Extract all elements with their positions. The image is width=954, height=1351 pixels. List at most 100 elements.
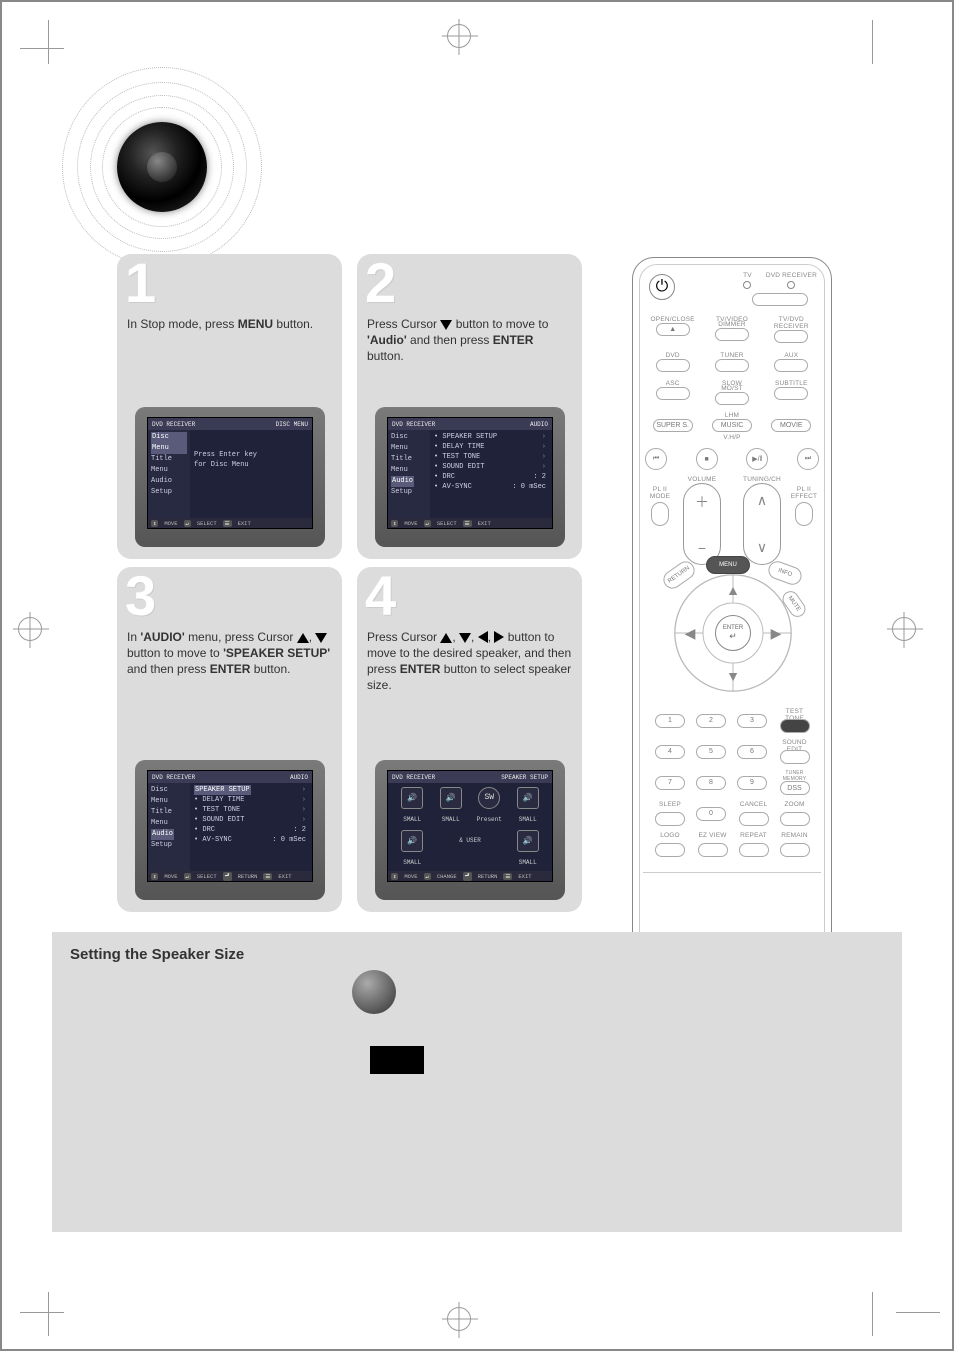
- down-arrow-icon: [459, 633, 471, 643]
- up-arrow-icon: [297, 633, 309, 643]
- step-text: In Stop mode, press MENU button.: [127, 316, 332, 332]
- crop-mark: [48, 1292, 49, 1336]
- num-1[interactable]: 1: [655, 714, 685, 728]
- led-icon: [787, 281, 795, 289]
- ezview-button[interactable]: [698, 843, 728, 857]
- zoom-button[interactable]: [780, 812, 810, 826]
- music-button[interactable]: MUSIC: [712, 419, 752, 432]
- tuner-button[interactable]: [715, 359, 749, 372]
- registration-mark-left: [18, 617, 42, 641]
- registration-mark-right: [892, 617, 916, 641]
- tuning-rocker[interactable]: ∧∨: [743, 483, 781, 565]
- step-number: 2: [365, 250, 393, 315]
- osd-screenshot-4: DVD RECEIVER SPEAKER SETUP 🔊🔊SW🔊 SMALL S…: [375, 760, 565, 900]
- led-icon: [743, 281, 751, 289]
- osd-screenshot-3: DVD RECEIVER AUDIO Disc Menu Title Menu …: [135, 760, 325, 900]
- led-label-dvd: DVD RECEIVER: [766, 272, 817, 279]
- sound-edit-button[interactable]: [780, 750, 810, 764]
- tuner-memory-button[interactable]: DSS: [780, 781, 810, 795]
- up-arrow-icon: [440, 633, 452, 643]
- step-text: Press Cursor button to move to 'Audio' a…: [367, 316, 572, 364]
- step-number: 4: [365, 563, 393, 628]
- step-panel-1: 1 In Stop mode, press MENU button. DVD R…: [117, 254, 342, 559]
- step-panel-3: 3 In 'AUDIO' menu, press Cursor , button…: [117, 567, 342, 912]
- num-6[interactable]: 6: [737, 745, 767, 759]
- page-root: 1 In Stop mode, press MENU button. DVD R…: [0, 0, 954, 1351]
- dvd-button[interactable]: [656, 359, 690, 372]
- num-2[interactable]: 2: [696, 714, 726, 728]
- speaker-grid: 🔊🔊SW🔊 SMALL SMALL Present SMALL 🔊 & USER…: [394, 785, 546, 869]
- power-button[interactable]: ⏻: [649, 274, 675, 300]
- aux-button[interactable]: [774, 359, 808, 372]
- dpad-up[interactable]: ▲: [721, 578, 745, 602]
- num-8[interactable]: 8: [696, 776, 726, 790]
- test-tone-button[interactable]: [780, 719, 810, 733]
- repeat-button[interactable]: [739, 843, 769, 857]
- osd-brand: DVD RECEIVER: [152, 421, 195, 428]
- num-0[interactable]: 0: [696, 807, 726, 821]
- down-arrow-icon: [440, 320, 452, 330]
- crop-mark: [872, 1292, 873, 1336]
- subwoofer-icon: [352, 970, 396, 1014]
- step-number: 1: [125, 250, 153, 315]
- stop-button[interactable]: ■: [696, 448, 718, 470]
- enter-button[interactable]: ENTER ↵: [715, 615, 751, 651]
- slow-most-button[interactable]: [715, 392, 749, 405]
- tvdvd-receiver-button[interactable]: [774, 330, 808, 343]
- open-close-button[interactable]: ▲: [656, 323, 690, 336]
- crop-mark: [896, 1312, 940, 1313]
- crop-mark: [48, 20, 49, 64]
- crop-mark: [872, 20, 873, 64]
- asc-button[interactable]: [656, 387, 690, 400]
- right-arrow-icon: [494, 631, 504, 643]
- step-text: In 'AUDIO' menu, press Cursor , button t…: [127, 629, 332, 677]
- num-9[interactable]: 9: [737, 776, 767, 790]
- cancel-button[interactable]: [739, 812, 769, 826]
- num-4[interactable]: 4: [655, 745, 685, 759]
- osd-footer: ⇕MOVE ↵SELECT ☰EXIT: [148, 518, 312, 528]
- crop-mark: [20, 1312, 64, 1313]
- dpad-down[interactable]: ▼: [721, 664, 745, 688]
- num-7[interactable]: 7: [655, 776, 685, 790]
- numeric-keypad: 1 2 3 TEST TONE 4 5 6 SOUND EDIT 7 8 9 T…: [655, 708, 811, 857]
- registration-mark-bottom: [447, 1307, 471, 1331]
- plii-effect-button[interactable]: [795, 502, 813, 526]
- speaker-logo: [62, 67, 262, 267]
- subtitle-button[interactable]: [774, 387, 808, 400]
- volume-rocker[interactable]: ＋−: [683, 483, 721, 565]
- osd-side-menu: Disc Menu Title Menu Audio Setup: [148, 430, 190, 518]
- step-text: Press Cursor , , , button to move to the…: [367, 629, 572, 693]
- step-number: 3: [125, 563, 153, 628]
- sleep-button[interactable]: [655, 812, 685, 826]
- rewind-button[interactable]: ⏮: [645, 448, 667, 470]
- bottom-heading: Setting the Speaker Size: [70, 946, 244, 963]
- step-panel-2: 2 Press Cursor button to move to 'Audio'…: [357, 254, 582, 559]
- registration-mark-top: [447, 24, 471, 48]
- osd-screenshot-2: DVD RECEIVER AUDIO Disc Menu Title Menu …: [375, 407, 565, 547]
- remote-divider: [643, 872, 821, 873]
- osd-screenshot-1: DVD RECEIVER DISC MENU Disc Menu Title M…: [135, 407, 325, 547]
- black-rect-icon: [370, 1046, 424, 1074]
- dpad-right[interactable]: ▶: [764, 621, 788, 645]
- bottom-info-box: Setting the Speaker Size: [52, 932, 902, 1232]
- dpad-left[interactable]: ◀: [678, 621, 702, 645]
- logo-button[interactable]: [655, 843, 685, 857]
- movie-button[interactable]: MOVIE: [771, 419, 811, 432]
- osd-main: Press Enter key for Disc Menu: [194, 432, 310, 516]
- crop-mark: [20, 48, 64, 49]
- left-arrow-icon: [478, 631, 488, 643]
- down-arrow-icon: [315, 633, 327, 643]
- led-label-tv: TV: [743, 272, 752, 279]
- plii-mode-button[interactable]: [651, 502, 669, 526]
- fast-forward-button[interactable]: ⏭: [797, 448, 819, 470]
- num-3[interactable]: 3: [737, 714, 767, 728]
- osd-title: DISC MENU: [276, 421, 308, 428]
- remote-control-illustration: ⏻ TV DVD RECEIVER OPEN/CLOSE ▲ TV/VIDEO …: [632, 257, 832, 957]
- step-panel-4: 4 Press Cursor , , , button to move to t…: [357, 567, 582, 912]
- remain-button[interactable]: [780, 843, 810, 857]
- tv-dvd-slide[interactable]: [752, 293, 808, 306]
- tvvideo-dimmer-button[interactable]: [715, 328, 749, 341]
- num-5[interactable]: 5: [696, 745, 726, 759]
- play-pause-button[interactable]: ▶/‖: [746, 448, 768, 470]
- supers-button[interactable]: SUPER S.: [653, 419, 693, 432]
